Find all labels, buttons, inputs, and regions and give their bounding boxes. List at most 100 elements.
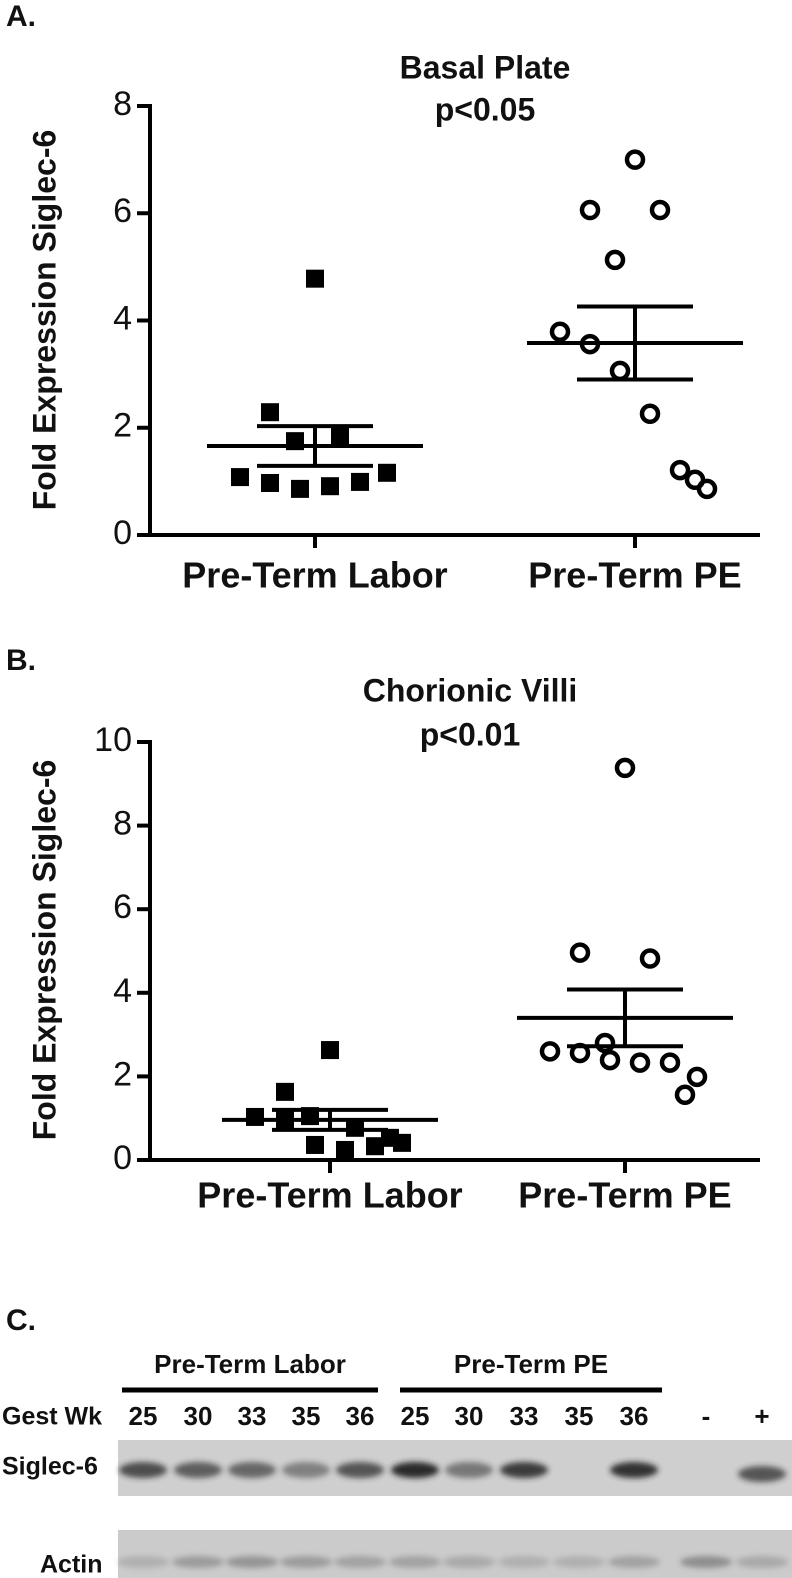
- band: [445, 1462, 493, 1478]
- data-point: [604, 249, 626, 271]
- data-point: [639, 403, 661, 425]
- band: [389, 1556, 441, 1568]
- lane-label: 36: [620, 1401, 649, 1431]
- band: [172, 1556, 224, 1568]
- data-point: [624, 149, 646, 170]
- lane-label: 25: [129, 1401, 158, 1431]
- data-point: [366, 1137, 384, 1156]
- lane-label: 25: [401, 1401, 430, 1431]
- data-point: [231, 468, 249, 487]
- data-point: [569, 942, 591, 963]
- data-point: [659, 1052, 681, 1073]
- data-point: [331, 427, 349, 446]
- band: [174, 1462, 222, 1478]
- band: [117, 1556, 169, 1568]
- band: [228, 1462, 276, 1478]
- y-axis-label: Fold Expression Siglec-6: [26, 130, 62, 511]
- data-point: [599, 1049, 621, 1071]
- band: [280, 1556, 332, 1568]
- data-point: [684, 469, 706, 491]
- data-point: [609, 360, 631, 382]
- data-point: [346, 1118, 364, 1137]
- data-point: [246, 1107, 264, 1126]
- y-tick-label: 10: [94, 721, 132, 759]
- data-point: [686, 1066, 708, 1088]
- band: [391, 1462, 439, 1478]
- y-axis-label: Fold Expression Siglec-6: [26, 760, 62, 1141]
- band: [282, 1462, 330, 1478]
- chart-subtitle: p<0.05: [435, 91, 536, 127]
- lane-label: 33: [510, 1401, 539, 1431]
- data-point: [639, 948, 661, 969]
- y-tick-label: 6: [113, 888, 132, 926]
- band: [610, 1462, 658, 1478]
- band: [443, 1556, 495, 1568]
- band: [336, 1462, 384, 1478]
- group-label: Pre-Term Labor: [154, 1349, 346, 1379]
- data-point: [261, 473, 279, 492]
- band: [500, 1462, 548, 1478]
- data-point: [378, 463, 396, 482]
- data-point: [629, 1052, 651, 1073]
- y-tick-label: 4: [113, 972, 132, 1010]
- band: [553, 1556, 605, 1568]
- panel-label: A.: [6, 0, 36, 33]
- data-point: [649, 199, 671, 221]
- row-label: Siglec-6: [2, 1453, 98, 1481]
- band: [334, 1556, 386, 1568]
- lane-label: 35: [565, 1401, 594, 1431]
- y-tick-label: 2: [113, 1055, 132, 1093]
- data-point: [351, 472, 369, 491]
- lane-label: 33: [238, 1401, 267, 1431]
- y-tick-label: 6: [113, 192, 132, 230]
- chart-title: Chorionic Villi: [363, 672, 578, 708]
- lane-label: 35: [292, 1401, 321, 1431]
- group-label: Pre-Term PE: [454, 1349, 608, 1379]
- data-point: [549, 321, 571, 343]
- panel-label: C.: [6, 1304, 36, 1337]
- lane-label: 30: [184, 1401, 213, 1431]
- y-tick-label: 8: [113, 805, 132, 843]
- data-point: [336, 1140, 354, 1159]
- row-header: Gest Wk: [2, 1403, 102, 1431]
- data-point: [306, 269, 324, 288]
- row-label: Actin: [40, 1551, 103, 1578]
- y-tick-label: 2: [113, 407, 132, 445]
- lane-label: 36: [346, 1401, 375, 1431]
- band: [226, 1556, 278, 1568]
- data-point: [674, 1084, 696, 1106]
- lane-label: +: [754, 1401, 769, 1431]
- y-tick-label: 0: [113, 514, 132, 552]
- band: [119, 1462, 167, 1478]
- data-point: [539, 1041, 561, 1062]
- data-point: [306, 1135, 324, 1154]
- data-point: [261, 403, 279, 422]
- y-tick-label: 8: [113, 85, 132, 123]
- band: [736, 1556, 788, 1568]
- data-point: [321, 1041, 339, 1060]
- chart-subtitle: p<0.01: [420, 716, 521, 752]
- blot-strip: [118, 1530, 792, 1578]
- chart-title: Basal Plate: [400, 49, 571, 85]
- band: [680, 1556, 732, 1568]
- band: [608, 1556, 660, 1568]
- data-point: [321, 477, 339, 496]
- x-tick-label: Pre-Term PE: [528, 555, 741, 596]
- lane-label: -: [702, 1401, 711, 1431]
- x-tick-label: Pre-Term Labor: [182, 555, 447, 596]
- x-tick-label: Pre-Term PE: [518, 1175, 731, 1216]
- y-tick-label: 4: [113, 299, 132, 337]
- band: [498, 1556, 550, 1568]
- x-tick-label: Pre-Term Labor: [197, 1175, 462, 1216]
- data-point: [381, 1128, 399, 1147]
- panel-label: B.: [6, 644, 36, 677]
- data-point: [276, 1082, 294, 1101]
- data-point: [594, 1032, 616, 1054]
- lane-label: 30: [455, 1401, 484, 1431]
- y-tick-label: 0: [113, 1139, 132, 1177]
- data-point: [579, 199, 601, 221]
- data-point: [614, 757, 636, 779]
- data-point: [291, 479, 309, 498]
- data-point: [669, 459, 691, 481]
